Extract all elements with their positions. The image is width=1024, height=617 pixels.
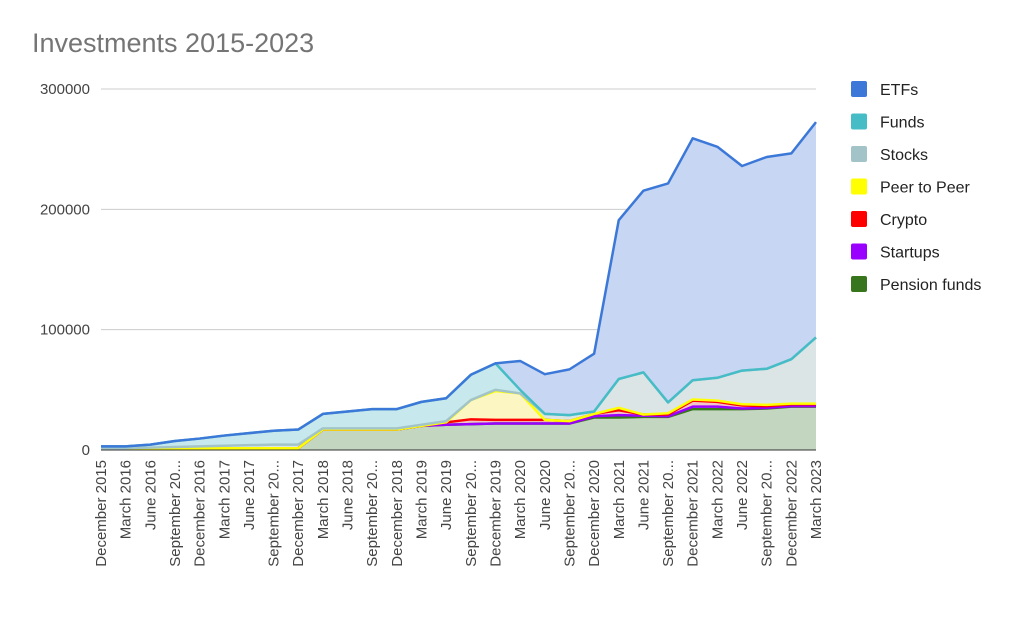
- chart-title: Investments 2015-2023: [32, 28, 315, 58]
- x-tick-label: December 2021: [685, 460, 702, 567]
- x-tick-label: March 2020: [512, 460, 529, 539]
- x-tick-label: March 2017: [216, 460, 233, 539]
- x-tick-label: September 20...: [463, 460, 480, 567]
- x-tick-label: September 20...: [660, 460, 677, 567]
- x-tick-label: June 2017: [241, 460, 258, 530]
- x-tick-label: June 2018: [340, 460, 357, 530]
- x-tick-label: March 2016: [118, 460, 135, 539]
- x-tick-label: March 2022: [709, 460, 726, 539]
- y-tick-label: 0: [82, 442, 90, 459]
- area-etfs: [101, 122, 816, 447]
- legend-swatch-startups: [851, 243, 867, 260]
- x-tick-label: September 20...: [364, 460, 381, 567]
- x-tick-label: December 2016: [192, 460, 209, 567]
- x-tick-label: March 2021: [611, 460, 628, 539]
- x-tick-label: September 20...: [167, 460, 184, 567]
- legend-swatch-peer-to-peer: [851, 178, 867, 195]
- legend-swatch-stocks: [851, 146, 867, 162]
- legend-swatch-etfs: [851, 81, 867, 97]
- line-etfs: [101, 121, 817, 448]
- x-tick-label: September 20...: [266, 460, 283, 567]
- x-tick-label: June 2016: [142, 460, 159, 530]
- x-tick-label: June 2020: [537, 460, 554, 530]
- x-tick-label: December 2022: [783, 460, 800, 567]
- x-tick-label: December 2017: [290, 460, 307, 567]
- legend-label-stocks: Stocks: [880, 147, 928, 164]
- legend-label-pension-funds: Pension funds: [880, 277, 981, 294]
- axis-layer: 0 100000 200000 300000 December 2015 March 20…: [40, 81, 825, 567]
- x-tick-label: December 2018: [389, 460, 406, 567]
- legend-swatch-crypto: [851, 211, 867, 227]
- y-tick-label: 100000: [40, 322, 90, 339]
- x-tick-label: June 2021: [635, 460, 652, 530]
- line-layer: [101, 121, 817, 450]
- x-tick-label: September 20...: [759, 460, 776, 567]
- x-tick-label: June 2022: [734, 460, 751, 530]
- legend-label-funds: Funds: [880, 115, 924, 132]
- legend-swatch-pension-funds: [851, 276, 867, 292]
- legend-label-peer-to-peer: Peer to Peer: [880, 180, 971, 197]
- legend-layer: ETFs Funds Stocks Peer to Peer Crypto Startup…: [851, 81, 981, 294]
- x-tick-label: March 2023: [808, 460, 825, 539]
- y-tick-label: 300000: [40, 81, 90, 98]
- legend-label-crypto: Crypto: [880, 212, 927, 229]
- x-tick-label: March 2019: [414, 460, 431, 539]
- x-tick-label: September 20...: [561, 460, 578, 567]
- x-tick-label: December 2019: [487, 460, 504, 567]
- area-funds: [101, 337, 816, 449]
- legend-swatch-funds: [851, 113, 867, 130]
- x-tick-label: June 2019: [438, 460, 455, 530]
- y-tick-label: 200000: [40, 201, 90, 218]
- x-tick-label: December 2020: [586, 460, 603, 567]
- legend-label-startups: Startups: [880, 245, 940, 262]
- x-tick-label: March 2018: [315, 460, 332, 539]
- legend-label-etfs: ETFs: [880, 82, 918, 99]
- x-tick-label: December 2015: [93, 460, 110, 567]
